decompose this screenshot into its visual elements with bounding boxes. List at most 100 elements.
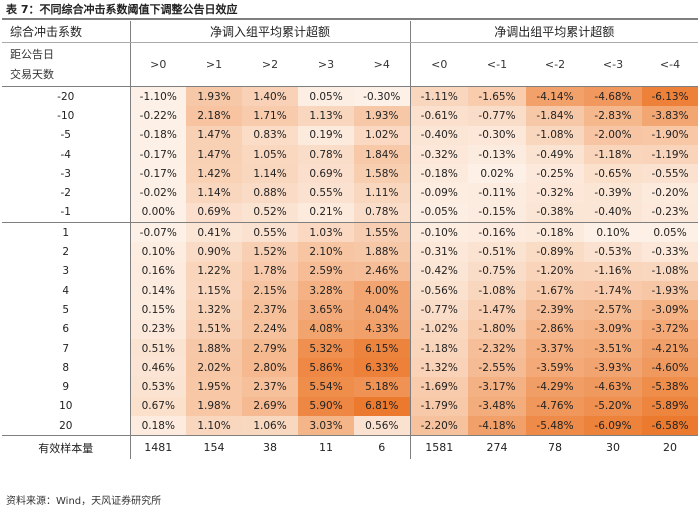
net-out-cell: -4.29%	[526, 377, 584, 397]
sample-size-out: 30	[584, 435, 642, 460]
net-in-cell: 1.02%	[354, 125, 411, 145]
table-caption: 表 7：不同综合冲击系数阈值下调整公告日效应	[6, 3, 238, 16]
net-out-cell: -0.42%	[410, 261, 468, 281]
sample-size-out: 274	[468, 435, 526, 460]
net-in-cell: 1.78%	[242, 261, 298, 281]
net-in-cell: 2.80%	[242, 358, 298, 378]
row-label-day: -10	[2, 106, 131, 126]
net-in-cell: 1.51%	[186, 319, 242, 339]
net-out-cell: -2.83%	[584, 106, 642, 126]
row-label-day: -20	[2, 86, 131, 107]
net-in-cell: 1.05%	[242, 144, 298, 165]
net-out-cell: -4.21%	[642, 338, 699, 359]
net-in-cell: 0.23%	[130, 319, 186, 339]
net-in-cell: -0.30%	[354, 86, 411, 107]
net-out-cell: -3.37%	[526, 338, 584, 359]
net-out-cell: -0.89%	[526, 242, 584, 262]
net-out-cell: -4.76%	[526, 396, 584, 417]
net-out-cell: -1.02%	[410, 319, 468, 339]
net-out-cell: -0.38%	[526, 202, 584, 223]
net-in-cell: 1.93%	[354, 106, 411, 126]
group-header-net-out: 净调出组平均累计超额	[410, 21, 699, 43]
source-note: 资料来源：Wind，天风证券研究所	[6, 496, 162, 507]
net-in-cell: -1.10%	[130, 86, 186, 107]
table-row: -10 -0.22% 2.18% 1.71% 1.13% 1.93% -0.61% -0.77…	[2, 106, 699, 126]
net-out-cell: -1.80%	[468, 319, 526, 339]
net-out-cell: -0.15%	[468, 202, 526, 223]
caption-rule	[2, 18, 698, 20]
net-out-cell: -1.69%	[410, 377, 468, 397]
net-in-cell: 1.88%	[186, 338, 242, 359]
net-in-cell: 1.03%	[298, 222, 354, 243]
net-in-cell: 1.14%	[242, 164, 298, 184]
net-in-cell: 0.19%	[298, 125, 354, 145]
net-in-cell: 2.24%	[242, 319, 298, 339]
net-out-cell: -5.48%	[526, 416, 584, 436]
net-in-cell: 0.51%	[130, 338, 186, 359]
net-in-cell: 1.10%	[186, 416, 242, 436]
net-out-cell: -6.09%	[584, 416, 642, 436]
row-label-day: 5	[2, 300, 131, 320]
row-label-day: 8	[2, 358, 131, 378]
net-out-cell: -1.19%	[642, 144, 699, 165]
net-in-cell: 1.11%	[354, 183, 411, 203]
sample-size-in: 6	[354, 435, 411, 460]
table-row: 3 0.16% 1.22% 1.78% 2.59% 2.46% -0.42% -0.75% -1…	[2, 261, 699, 281]
net-in-cell: 2.02%	[186, 358, 242, 378]
net-out-cell: -0.53%	[584, 242, 642, 262]
net-out-cell: -0.23%	[642, 202, 699, 223]
net-in-cell: 0.46%	[130, 358, 186, 378]
net-in-cell: 0.10%	[130, 242, 186, 262]
net-out-cell: -3.72%	[642, 319, 699, 339]
net-out-cell: 0.05%	[642, 222, 699, 243]
group-header-net-in: 净调入组平均累计超额	[130, 21, 411, 43]
threshold-header-out: <-4	[642, 42, 699, 87]
table-row: -5 -0.18% 1.47% 0.83% 0.19% 1.02% -0.40% -0.30%…	[2, 125, 699, 145]
threshold-header-in: >3	[298, 42, 354, 87]
threshold-header-in: >2	[242, 42, 298, 87]
net-out-cell: -1.47%	[468, 300, 526, 320]
net-in-cell: 1.84%	[354, 144, 411, 165]
net-in-cell: -0.17%	[130, 164, 186, 184]
net-out-cell: -0.33%	[642, 242, 699, 262]
net-in-cell: 2.15%	[242, 280, 298, 301]
net-in-cell: 1.32%	[186, 300, 242, 320]
row-label-day: -1	[2, 202, 131, 223]
net-in-cell: 0.55%	[298, 183, 354, 203]
net-out-cell: -0.55%	[642, 164, 699, 184]
net-in-cell: 6.33%	[354, 358, 411, 378]
net-out-cell: -1.11%	[410, 86, 468, 107]
net-out-cell: -0.77%	[410, 300, 468, 320]
net-in-cell: -0.02%	[130, 183, 186, 203]
row-label-day: 20	[2, 416, 131, 436]
net-out-cell: -4.18%	[468, 416, 526, 436]
net-out-cell: -3.17%	[468, 377, 526, 397]
row-label-day: 9	[2, 377, 131, 397]
net-in-cell: 2.37%	[242, 300, 298, 320]
net-out-cell: -4.68%	[584, 86, 642, 107]
net-out-cell: -0.11%	[468, 183, 526, 203]
sample-size-in: 38	[242, 435, 298, 460]
net-out-cell: -3.51%	[584, 338, 642, 359]
net-out-cell: -3.59%	[526, 358, 584, 378]
net-out-cell: -2.32%	[468, 338, 526, 359]
net-in-cell: 1.22%	[186, 261, 242, 281]
row-label-day: -4	[2, 144, 131, 165]
table-row: 6 0.23% 1.51% 2.24% 4.08% 4.33% -1.02% -1.80% -2…	[2, 319, 699, 339]
net-out-cell: -2.57%	[584, 300, 642, 320]
net-out-cell: -6.58%	[642, 416, 699, 436]
net-in-cell: 5.90%	[298, 396, 354, 417]
net-out-cell: -4.60%	[642, 358, 699, 378]
net-out-cell: -0.75%	[468, 261, 526, 281]
net-in-cell: 0.18%	[130, 416, 186, 436]
net-in-cell: 1.47%	[186, 144, 242, 165]
net-in-cell: 2.18%	[186, 106, 242, 126]
net-out-cell: -0.49%	[526, 144, 584, 165]
net-in-cell: 1.15%	[186, 280, 242, 301]
net-out-cell: -1.32%	[410, 358, 468, 378]
net-in-cell: 1.47%	[186, 125, 242, 145]
net-out-cell: -0.16%	[468, 222, 526, 243]
net-in-cell: 1.95%	[186, 377, 242, 397]
net-in-cell: 5.86%	[298, 358, 354, 378]
row-label-day: -2	[2, 183, 131, 203]
